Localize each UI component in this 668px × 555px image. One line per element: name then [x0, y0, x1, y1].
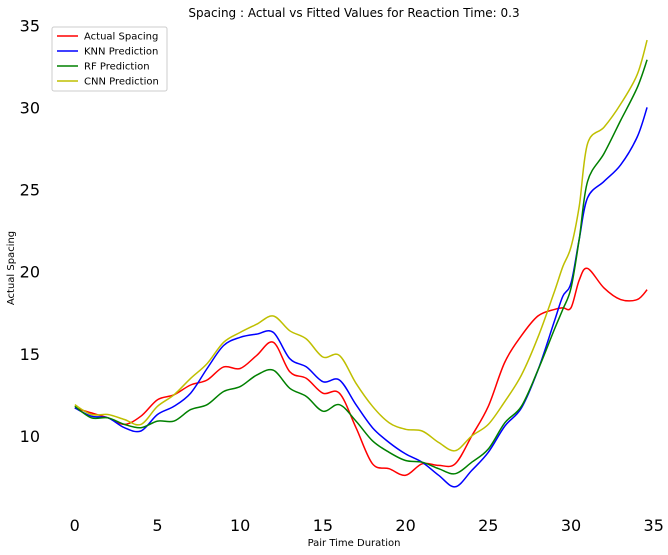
x-tick-label: 30: [561, 516, 581, 535]
series-line-1: [74, 107, 648, 488]
x-tick-label: 0: [70, 516, 80, 535]
x-tick-label: 5: [152, 516, 162, 535]
x-axis-label: Pair Time Duration: [308, 538, 401, 549]
series-line-2: [74, 59, 648, 475]
x-tick-label: 10: [230, 516, 250, 535]
legend-label: KNN Prediction: [84, 47, 158, 58]
y-axis-label: Actual Spacing: [6, 231, 17, 305]
y-axis-ticks: 10 15 20 25 30 35: [20, 16, 40, 446]
legend-label: CNN Prediction: [84, 77, 159, 88]
y-tick-label: 25: [20, 181, 40, 200]
series-line-3: [74, 39, 648, 452]
x-tick-label: 15: [313, 516, 333, 535]
y-tick-label: 30: [20, 98, 40, 117]
series-lines: [74, 39, 648, 488]
y-tick-label: 10: [20, 427, 40, 446]
x-tick-label: 25: [478, 516, 498, 535]
y-tick-label: 15: [20, 345, 40, 364]
x-tick-label: 20: [395, 516, 415, 535]
chart-title: Spacing : Actual vs Fitted Values for Re…: [188, 6, 519, 20]
x-axis-ticks: 0 5 10 15 20 25 30 35: [70, 516, 664, 535]
legend-label: Actual Spacing: [84, 32, 158, 43]
legend-box: [51, 26, 168, 92]
x-tick-label: 35: [644, 516, 664, 535]
y-tick-label: 35: [20, 16, 40, 35]
y-tick-label: 20: [20, 263, 40, 282]
legend: Actual Spacing KNN Prediction RF Predictio…: [51, 26, 168, 92]
legend-label: RF Prediction: [84, 62, 150, 73]
